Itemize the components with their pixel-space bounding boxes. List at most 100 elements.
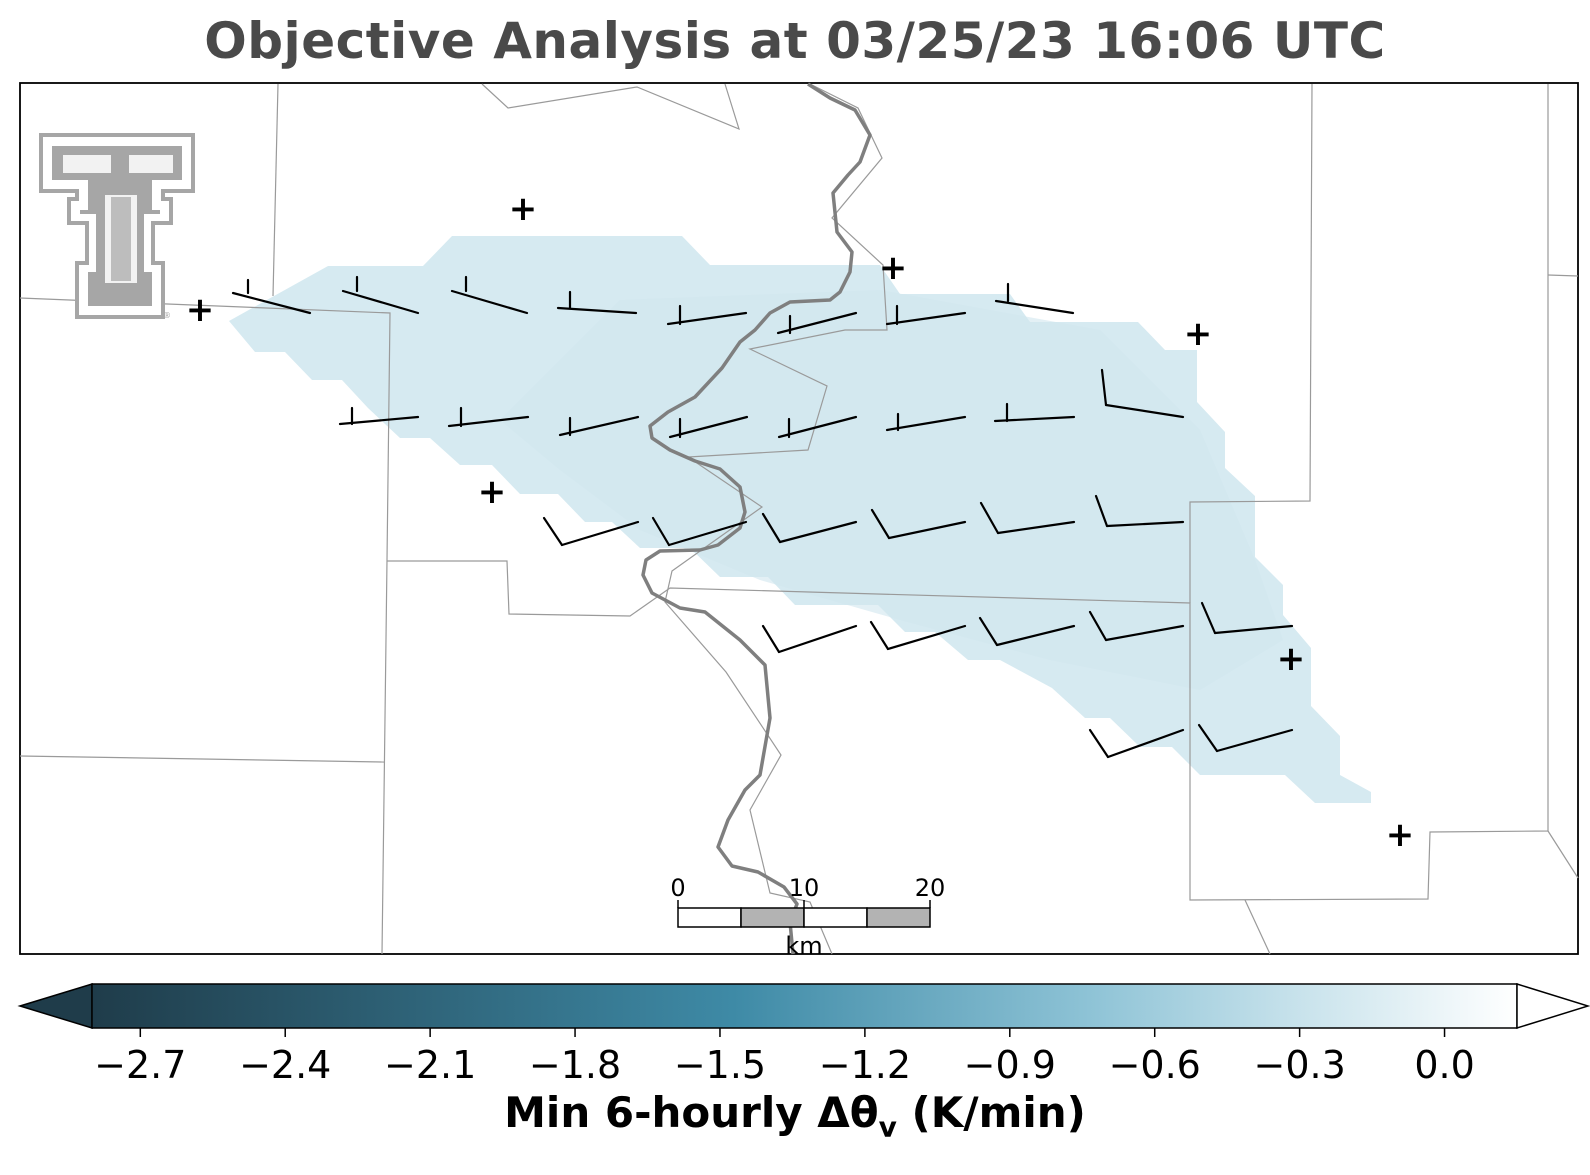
analysis-shaded-inner [500,290,1283,690]
wind-barb-staff [1106,728,1185,759]
wind-barb [666,304,748,326]
scale-bar-seg-3 [803,907,868,928]
wind-barb-feather [979,501,1000,535]
logo-inner-core [111,197,131,281]
wind-barb [869,620,967,651]
wind-barb-feather [869,620,890,651]
wind-barb-staff [668,415,749,439]
station-marker: + [186,290,215,330]
station-marker: + [478,472,507,512]
colorbar-tick-label: −2.7 [94,1043,186,1087]
wind-barb-staff [450,289,529,315]
colorbar-tick-label: −0.3 [1253,1043,1345,1087]
texas-tech-logo [39,133,195,319]
wind-barb [979,501,1076,535]
wind-barb [761,512,858,544]
colorbar-ticks: −2.7 −2.4 −2.1 −1.8 −1.5 −1.2 −0.9 −0.6 −0.3 0.0 [94,1028,1475,1087]
wind-barb-staff [1104,624,1185,642]
wind-barb-staff [777,624,858,654]
map-title: Objective Analysis at 03/25/23 16:06 UTC [204,12,1386,70]
wind-barb-feather [870,508,891,540]
station-marker: + [879,248,908,288]
wind-barb-feather [1088,728,1110,759]
wind-barb [447,406,530,428]
station-markers: + + + + + + + [186,189,1415,855]
wind-barb [1200,601,1294,635]
wind-barb [668,415,749,439]
colorbar-extend-high [1516,982,1590,1030]
wind-barb-staff [994,299,1075,315]
scale-bar-seg-4 [866,907,931,928]
colorbar-tick-label: −2.4 [239,1043,331,1087]
wind-barb-feather [761,624,781,654]
wind-barb [556,290,638,315]
wind-barb [341,275,420,315]
wind-barb-staff [556,306,638,315]
colorbar-tick-label: −1.8 [529,1043,621,1087]
wind-barb-feather [1197,723,1219,753]
wind-barb-feather [761,512,782,544]
wind-barb-feather [542,516,564,547]
scale-bar-label-20: 20 [915,874,946,902]
wind-barb [885,412,967,432]
wind-barb [761,624,858,654]
scale-bar-seg-1 [677,907,742,928]
colorbar-tick-label: −0.6 [1109,1043,1201,1087]
colorbar-gradient [91,983,1518,1029]
wind-barb [1094,494,1185,528]
colorbar-tick-label: −1.2 [819,1043,911,1087]
wind-barb [870,508,967,540]
colorbar-label-unit: (K/min) [896,1088,1086,1137]
wind-barb [231,278,312,315]
wind-barb-feather [1100,368,1108,407]
wind-barb [993,402,1076,423]
colorbar-tick-label: 0.0 [1414,1043,1474,1087]
wind-barb-staff [996,520,1076,535]
wind-barb-staff [558,415,640,437]
station-marker: + [1277,639,1306,679]
colorbar: −2.7 −2.4 −2.1 −1.8 −1.5 −1.2 −0.9 −0.6 −0.3 0.0 [17,982,1590,1087]
wind-barb-staff [341,289,420,315]
wind-barb-staff [447,415,530,428]
colorbar-tick-label: −0.9 [964,1043,1056,1087]
colorbar-tick-label: −2.1 [384,1043,476,1087]
wind-barb-feather [651,516,671,547]
station-marker: + [509,189,538,229]
wind-barb [338,406,420,426]
wind-barb-staff [1104,403,1185,419]
colorbar-extend-low [17,982,93,1030]
river-line [641,82,872,955]
wind-barb-staff [1105,520,1185,528]
wind-barb-staff [995,624,1076,647]
wind-barb [776,311,858,335]
wind-barb [777,415,858,439]
station-marker: + [1386,815,1415,855]
wind-barb-feather [1088,610,1108,642]
wind-barb-staff [887,520,967,540]
county-boundaries [19,83,1579,955]
wind-barb-staff [778,520,858,544]
station-marker: + [1184,314,1213,354]
wind-barb [978,616,1076,647]
wind-barb-staff [667,520,748,547]
wind-barb [994,282,1075,315]
wind-barb-feather [1094,494,1109,528]
logo-registered-mark: ® [163,311,171,320]
wind-barb [542,516,640,547]
wind-barb [651,516,748,547]
wind-barb [885,304,967,326]
colorbar-label: Min 6-hourly Δθv (K/min) [0,1088,1590,1143]
wind-barb-staff [1213,624,1294,635]
wind-barb-feather [978,616,999,647]
scale-bar-label-0: 0 [670,874,685,902]
wind-barb [1088,728,1185,759]
wind-barb-staff [886,624,967,651]
wind-barb [1197,723,1294,753]
colorbar-label-main: Min 6-hourly Δθ [504,1088,879,1137]
scale-bar-seg-2 [740,907,805,928]
scale-bar: 0 10 20 km [670,874,945,960]
map-frame [19,82,1579,955]
wind-barb-staff [560,520,640,547]
colorbar-label-sub: v [878,1110,897,1144]
